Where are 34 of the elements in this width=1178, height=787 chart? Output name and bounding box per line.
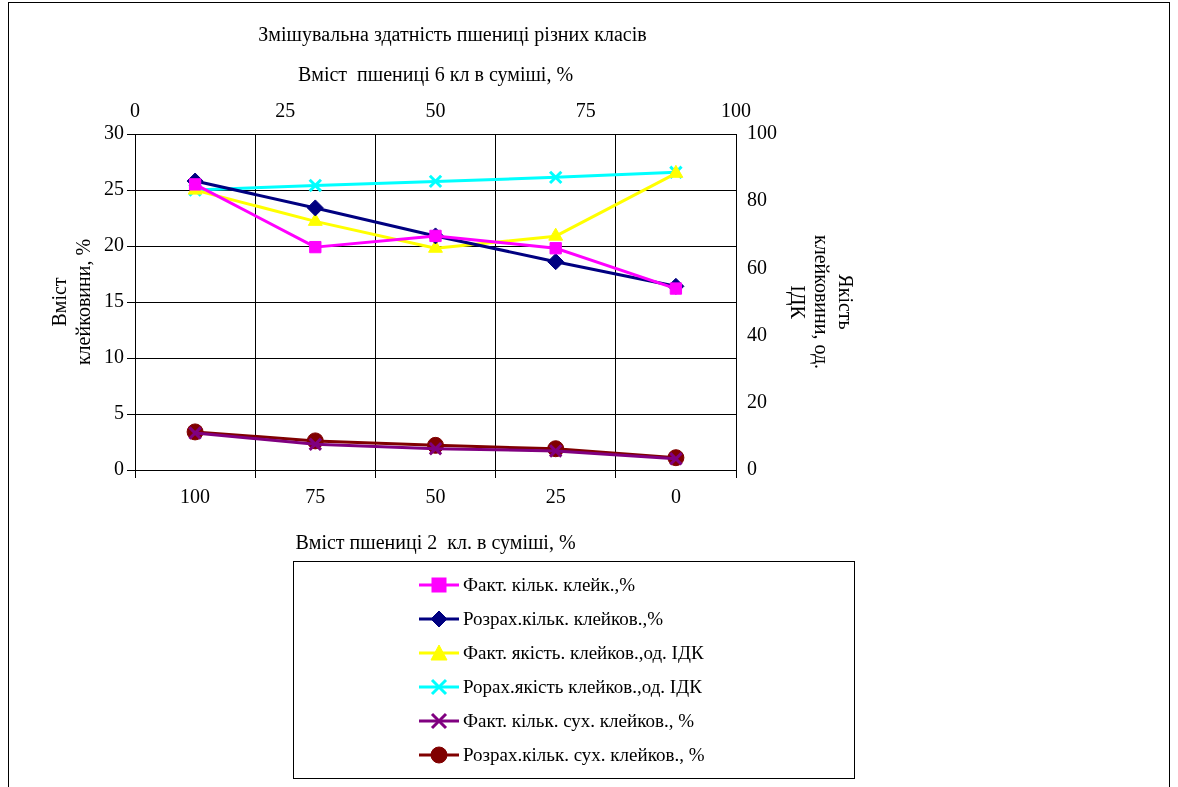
x-tick-label: 75: [305, 485, 326, 508]
chart-title: Змішувальна здатність пшениці різних класів: [258, 23, 647, 47]
x-tick-label: 0: [670, 485, 681, 508]
y-axis-title: Вміст клейковини, %: [48, 238, 95, 366]
legend-label: Факт. якість. клейков.,од. ІДК: [463, 642, 704, 664]
legend-label: Факт. кільк. клейк.,%: [463, 574, 636, 596]
y2-tick-label: 100: [747, 121, 777, 144]
y-tick-label: 15: [104, 289, 124, 312]
legend-label: Розрах.кільк. клейков.,%: [463, 608, 664, 630]
x-tick-label: 50: [425, 485, 446, 508]
x2-tick-label: 25: [275, 99, 296, 122]
y-tick-label: 30: [104, 121, 124, 144]
legend-label: Факт. кільк. сух. клейков., %: [463, 710, 694, 732]
y2-tick-label: 40: [747, 322, 767, 345]
x-tick-label: 100: [180, 485, 211, 508]
y2-tick-label: 80: [747, 188, 767, 211]
x-axis-title: Вміст пшениці 2 кл. в суміші, %: [295, 531, 576, 555]
y2-axis-title: Якість клейковини, од. ІДК: [785, 234, 857, 370]
x2-tick-label: 75: [575, 99, 596, 122]
y-tick-label: 5: [114, 401, 124, 424]
y-tick-label: 20: [104, 233, 124, 256]
y-tick-label: 0: [114, 457, 124, 480]
x-tick-label: 25: [545, 485, 566, 508]
y-tick-label: 10: [104, 345, 124, 368]
legend-label: Рорах.якість клейков.,од. ІДК: [463, 676, 702, 698]
y2-tick-label: 20: [747, 390, 767, 413]
x2-tick-label: 0: [130, 99, 140, 122]
y2-tick-label: 0: [747, 457, 757, 480]
x2-tick-label: 100: [721, 99, 751, 122]
y2-tick-label: 60: [747, 255, 767, 278]
x2-axis-title: Вміст пшениці 6 кл в суміші, %: [297, 63, 574, 87]
y-tick-label: 25: [104, 177, 124, 200]
legend-label: Розрах.кільк. сух. клейков., %: [463, 744, 705, 766]
x2-tick-label: 50: [425, 99, 446, 122]
